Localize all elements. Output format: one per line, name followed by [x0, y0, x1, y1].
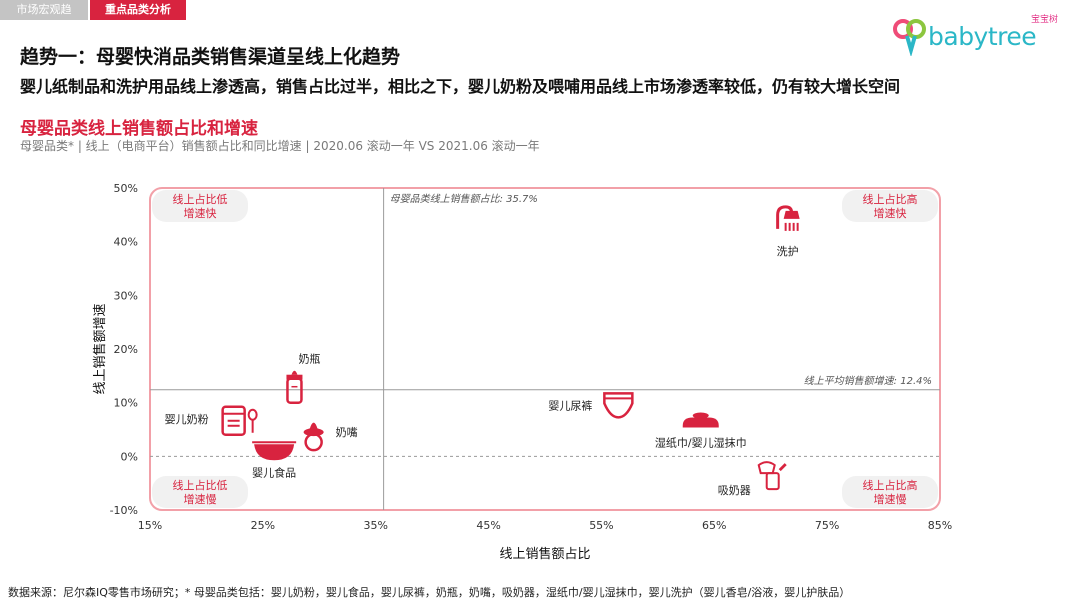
- x-tick-label: 85%: [928, 519, 952, 532]
- point-label: 婴儿尿裤: [548, 398, 592, 412]
- wet-wipes-icon: [682, 412, 719, 428]
- formula-can-icon: [221, 405, 258, 437]
- shower-icon: [776, 205, 800, 231]
- x-tick-label: 15%: [138, 519, 162, 532]
- diaper-body: [603, 392, 634, 419]
- bowl: [254, 444, 295, 461]
- logo-text: babytree: [928, 22, 1037, 51]
- point-label: 奶嘴: [336, 425, 358, 439]
- y-tick-label: 40%: [114, 236, 138, 249]
- diaper-icon: [603, 392, 634, 419]
- y-tick-label: 0%: [121, 450, 138, 463]
- quadrant-label-top-right-line1: 线上占比高: [863, 192, 918, 206]
- bottle-nipple: [291, 370, 298, 375]
- quadrant-label-top-right-line2: 增速快: [874, 206, 907, 220]
- quadrant-label-bottom-left-line1: 线上占比低: [173, 478, 228, 492]
- babytree-logo: babytree 宝宝树: [892, 14, 1058, 56]
- quadrant-label-bottom-left-line2: 增速慢: [184, 492, 217, 506]
- quadrant-label-bg-top-left: [152, 190, 248, 222]
- bottle-cap: [286, 374, 303, 380]
- point-label: 奶瓶: [298, 352, 320, 366]
- x-tick-label: 65%: [702, 519, 726, 532]
- y-tick-label: 20%: [114, 343, 138, 356]
- pacifier-ring: [304, 432, 323, 452]
- quadrant-frame: [149, 187, 941, 511]
- tab-category-analysis[interactable]: 重点品类分析: [90, 0, 188, 20]
- y-tick-label: -10%: [110, 504, 138, 517]
- pump-funnel: [757, 461, 776, 475]
- food-bowl-icon: [252, 441, 297, 461]
- quadrant-label-bottom-right-line2: 增速慢: [874, 492, 907, 506]
- x-axis-title: 线上销售额占比: [499, 546, 590, 562]
- point-label: 吸奶器: [718, 483, 751, 497]
- y-tick-label: 50%: [114, 182, 138, 195]
- quadrant-label-top-left-line2: 增速快: [184, 206, 217, 220]
- ref-line-x-label: 母婴品类线上销售额占比: 35.7%: [390, 193, 538, 205]
- pacifier-shield: [303, 428, 324, 437]
- bottle-body: [286, 377, 303, 404]
- point-label: 洗护: [777, 244, 799, 258]
- y-tick-label: 30%: [114, 289, 138, 302]
- quadrant-label-bg-bottom-right: [842, 476, 938, 508]
- section-tabs: 市场宏观趋势 重点品类分析: [0, 0, 188, 36]
- breast-pump-icon: [757, 461, 787, 491]
- pump-handle: [778, 463, 787, 472]
- x-tick-label: 45%: [476, 519, 500, 532]
- x-tick-label: 25%: [251, 519, 275, 532]
- pacifier-icon: [303, 422, 324, 452]
- logo-cn: 宝宝树: [1030, 15, 1058, 25]
- quadrant-label-bg-top-right: [842, 190, 938, 222]
- x-tick-label: 75%: [815, 519, 839, 532]
- quadrant-label-top-left-line1: 线上占比低: [173, 192, 228, 206]
- chart-subtitle: 母婴品类* | 线上（电商平台）销售额占比和同比增速 | 2020.06 滚动一…: [20, 139, 540, 153]
- baby-bottle-icon: [286, 370, 303, 404]
- point-label: 湿纸巾/婴儿湿抹巾: [655, 435, 747, 449]
- quadrant-label-bg-bottom-left: [152, 476, 248, 508]
- point-label: 婴儿奶粉: [165, 412, 209, 426]
- ref-line-y-label: 线上平均销售额增速: 12.4%: [804, 375, 932, 387]
- logo-mark-icon: [893, 19, 926, 56]
- shower-pipe: [776, 205, 794, 229]
- tab-market-trend[interactable]: 市场宏观趋势: [0, 0, 90, 36]
- x-tick-label: 55%: [589, 519, 613, 532]
- wipes-pack: [682, 417, 719, 428]
- page-headline: 趋势一：母婴快消品类销售渠道呈线上化趋势: [20, 46, 401, 68]
- shower-head: [783, 210, 800, 219]
- quadrant-label-bottom-right-line1: 线上占比高: [863, 478, 918, 492]
- source-footnote: 数据来源：尼尔森IQ零售市场研究；* 母婴品类包括：婴儿奶粉，婴儿食品，婴儿尿裤…: [8, 586, 851, 599]
- pacifier-nipple: [309, 422, 318, 430]
- y-axis-title: 线上销售额增速: [92, 303, 108, 394]
- x-tick-label: 35%: [363, 519, 387, 532]
- pump-bottle: [765, 472, 780, 491]
- point-label: 婴儿食品: [252, 465, 296, 479]
- can-body: [221, 405, 246, 437]
- page-subline: 婴儿纸制品和洗护用品线上渗透高，销售占比过半，相比之下，婴儿奶粉及喂哺用品线上市…: [20, 77, 901, 96]
- wipes-lid: [692, 412, 709, 419]
- y-tick-label: 10%: [114, 397, 138, 410]
- chart-title: 母婴品类线上销售额占比和增速: [20, 119, 258, 139]
- scoop-head: [247, 408, 258, 421]
